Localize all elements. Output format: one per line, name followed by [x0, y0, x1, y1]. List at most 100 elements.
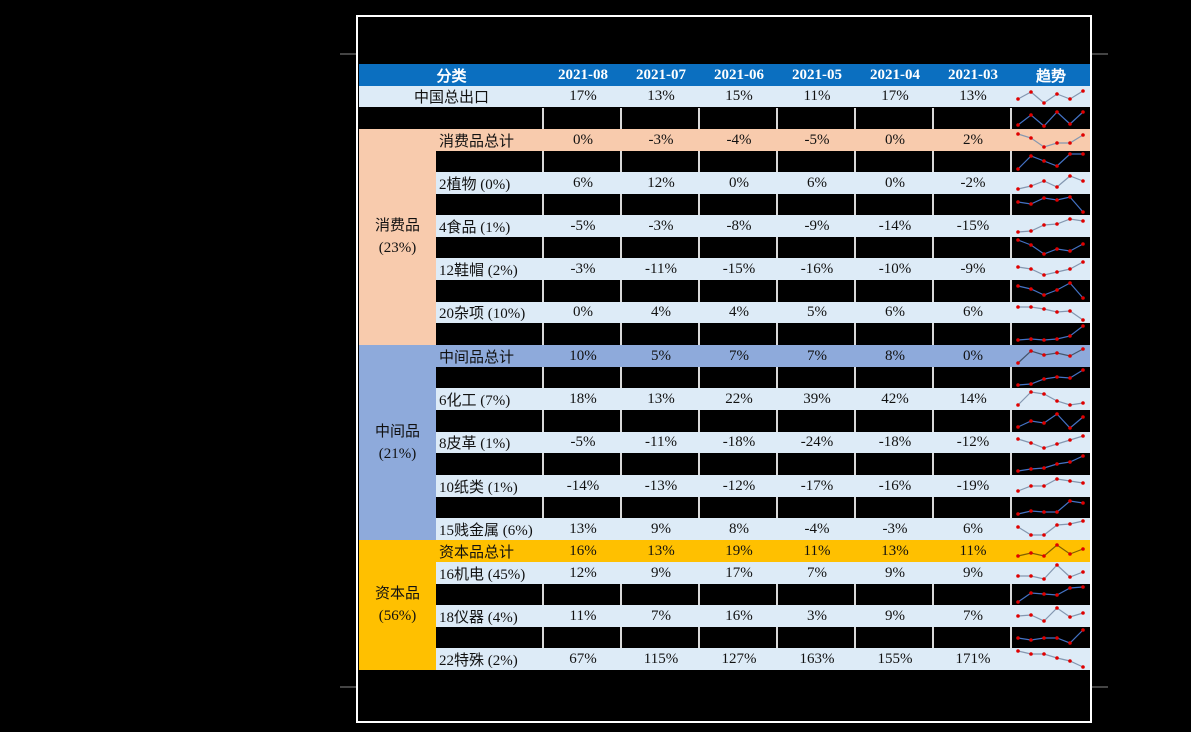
cell-value: 16%: [725, 607, 753, 624]
cell-value: -12%: [722, 477, 756, 494]
cell-value: -2%: [960, 174, 986, 191]
table-row: 15贱金属 (6%) 13% 9% 8% -4% -3% 6%: [436, 518, 1090, 540]
header-month: 2021-08: [558, 66, 608, 83]
table-row: 20杂项 (10%) 0% 4% 4% 5% 6% 6%: [436, 302, 1090, 323]
header-month: 2021-03: [948, 66, 998, 83]
cell-value: 13%: [647, 88, 675, 104]
sparkline: [1012, 648, 1090, 670]
cell-value: -10%: [878, 260, 912, 277]
sparkline: [1012, 194, 1090, 215]
sparkline: [1012, 584, 1090, 605]
sparkline: [1012, 215, 1090, 237]
cell-value: 171%: [955, 650, 991, 667]
cell-value: 8%: [856, 345, 934, 367]
cell-value: -16%: [800, 260, 834, 277]
cell-value: -3%: [882, 520, 908, 537]
cell-value: -4%: [700, 129, 778, 151]
sparkline: [1012, 323, 1090, 345]
cell-value: -24%: [800, 434, 834, 450]
cell-value: 0%: [729, 174, 749, 191]
cell-value: 11%: [569, 607, 597, 624]
group-consumer: 消费品 (23%): [359, 129, 436, 345]
cell-value: -18%: [722, 434, 756, 450]
cell-value: 5%: [622, 345, 700, 367]
cell-value: 6%: [963, 520, 983, 537]
sparkline: [1012, 367, 1090, 388]
cell-value: 9%: [963, 564, 983, 581]
cell-value: -19%: [956, 477, 990, 494]
header-category: 分类: [436, 68, 467, 85]
sparkline: [1012, 497, 1090, 518]
row-label: 15贱金属 (6%): [439, 522, 533, 539]
group-label: 消费品: [374, 218, 420, 234]
cell-value: 17%: [569, 88, 597, 104]
table-row: 资本品总计 16% 13% 19% 11% 13% 11%: [436, 540, 1090, 562]
cell-value: 5%: [807, 304, 827, 320]
cell-value: 3%: [807, 607, 827, 624]
cell-value: 11%: [934, 540, 1012, 562]
table-row: 22特殊 (2%) 67% 115% 127% 163% 155% 171%: [436, 648, 1090, 670]
cell-value: 0%: [544, 129, 622, 151]
cell-value: 13%: [959, 88, 987, 104]
spacer-row: [436, 584, 1090, 605]
spacer-row: [436, 367, 1090, 388]
sparkline: [1012, 345, 1090, 367]
cell-value: 16%: [544, 540, 622, 562]
sparkline: [1012, 562, 1090, 584]
row-label: 2植物 (0%): [439, 176, 511, 193]
cell-value: -5%: [570, 217, 596, 234]
table-row: 中国总出口 17% 13% 15% 11% 17% 13%: [359, 86, 1090, 107]
cell-value: 19%: [700, 540, 778, 562]
sparkline: [1012, 540, 1090, 562]
cell-value: 4%: [729, 304, 749, 320]
cell-value: 7%: [651, 607, 671, 624]
sparkline: [1012, 129, 1090, 151]
cell-value: 11%: [778, 540, 856, 562]
sparkline: [1012, 151, 1090, 172]
cell-value: 7%: [700, 345, 778, 367]
table-row: 2植物 (0%) 6% 12% 0% 6% 0% -2%: [436, 172, 1090, 194]
sparkline: [1012, 410, 1090, 432]
row-label: 10纸类 (1%): [439, 479, 518, 496]
cell-value: 6%: [963, 304, 983, 320]
spacer-row: [436, 237, 1090, 258]
sparkline: [1012, 302, 1090, 323]
table-row: 6化工 (7%) 18% 13% 22% 39% 42% 14%: [436, 388, 1090, 410]
divider: [340, 53, 356, 55]
cell-value: 42%: [881, 390, 909, 407]
cell-value: 0%: [856, 129, 934, 151]
cell-value: 67%: [569, 650, 597, 667]
cell-value: 15%: [725, 88, 753, 104]
spacer-row: [436, 194, 1090, 215]
cell-value: 0%: [573, 304, 593, 320]
table-row: 消费品总计 0% -3% -4% -5% 0% 2%: [436, 129, 1090, 151]
sparkline: [1012, 627, 1090, 648]
cell-value: -15%: [722, 260, 756, 277]
sparkline: [1012, 432, 1090, 453]
cell-value: 17%: [725, 564, 753, 581]
sparkline: [1012, 605, 1090, 627]
cell-value: -16%: [878, 477, 912, 494]
sparkline: [1012, 388, 1090, 410]
header-month: 2021-05: [792, 66, 842, 83]
cell-value: 4%: [651, 304, 671, 320]
sparkline: [1012, 258, 1090, 280]
cell-value: 6%: [885, 304, 905, 320]
cell-value: -4%: [804, 520, 830, 537]
group-label: 资本品: [374, 586, 420, 602]
group-capital: 资本品 (56%): [359, 540, 436, 670]
row-label: 18仪器 (4%): [439, 609, 518, 626]
table-row: 18仪器 (4%) 11% 7% 16% 3% 9% 7%: [436, 605, 1090, 627]
sparkline: [1012, 108, 1090, 129]
cell-value: 12%: [647, 174, 675, 191]
row-label: 20杂项 (10%): [439, 306, 526, 322]
cell-value: -3%: [570, 260, 596, 277]
spacer-row: [436, 453, 1090, 475]
cell-value: -14%: [878, 217, 912, 234]
sparkline: [1012, 172, 1090, 194]
cell-value: -5%: [570, 434, 596, 450]
row-label: 4食品 (1%): [439, 219, 511, 236]
cell-value: 8%: [729, 520, 749, 537]
cell-value: -5%: [778, 129, 856, 151]
group-label: 中间品: [374, 423, 420, 440]
